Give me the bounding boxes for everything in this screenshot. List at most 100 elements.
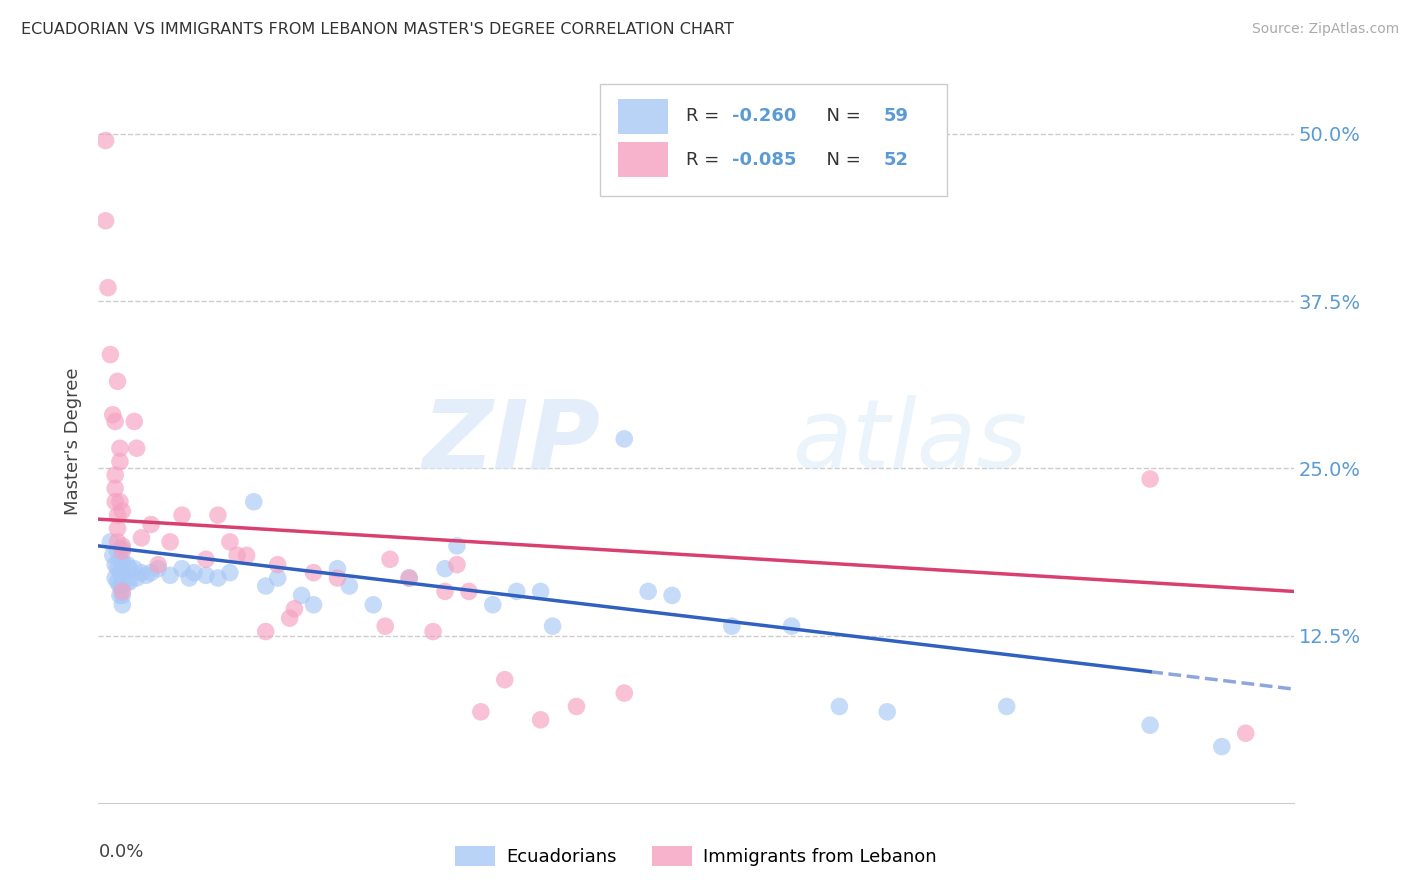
Point — [172, 508, 194, 523]
Point — [339, 579, 361, 593]
Text: N =: N = — [815, 151, 868, 169]
Text: R =: R = — [686, 151, 725, 169]
Point — [302, 566, 325, 580]
Point — [111, 579, 134, 593]
Point — [104, 558, 127, 572]
Point — [172, 562, 194, 576]
Point — [828, 699, 851, 714]
Point — [131, 531, 153, 545]
Point — [115, 575, 138, 590]
Point — [374, 619, 396, 633]
Point — [148, 558, 170, 572]
Point — [219, 534, 242, 549]
Point — [326, 562, 349, 576]
FancyBboxPatch shape — [600, 84, 948, 196]
Point — [278, 611, 301, 625]
Point — [148, 562, 170, 576]
Point — [446, 539, 468, 553]
Point — [111, 566, 134, 580]
Point — [458, 584, 481, 599]
Point — [637, 584, 659, 599]
Point — [111, 539, 134, 553]
Point — [876, 705, 898, 719]
Point — [98, 348, 122, 362]
Point — [1211, 739, 1233, 754]
Point — [111, 598, 134, 612]
Point — [541, 619, 564, 633]
Point — [195, 552, 218, 566]
Point — [530, 713, 553, 727]
Point — [283, 602, 305, 616]
Point — [226, 548, 249, 563]
Point — [363, 598, 385, 612]
Point — [422, 624, 444, 639]
Point — [661, 589, 683, 603]
Point — [107, 575, 129, 590]
Point — [565, 699, 588, 714]
Point — [207, 508, 229, 523]
Point — [494, 673, 516, 687]
Point — [1139, 472, 1161, 486]
Point — [195, 568, 218, 582]
Point — [446, 558, 468, 572]
Point — [107, 534, 129, 549]
Point — [111, 555, 134, 569]
Point — [115, 558, 138, 572]
Text: R =: R = — [686, 107, 725, 126]
Point — [125, 442, 148, 455]
Point — [398, 571, 420, 585]
Point — [98, 534, 122, 549]
Point — [107, 521, 129, 535]
Point — [111, 589, 134, 603]
Point — [1139, 718, 1161, 732]
Text: atlas: atlas — [792, 395, 1026, 488]
FancyBboxPatch shape — [619, 99, 668, 134]
Point — [481, 598, 505, 612]
Point — [101, 548, 124, 563]
Point — [111, 544, 134, 558]
Text: 52: 52 — [883, 151, 908, 169]
Point — [326, 571, 349, 585]
Point — [139, 566, 162, 580]
Point — [108, 552, 131, 566]
Point — [398, 571, 420, 585]
Text: Source: ZipAtlas.com: Source: ZipAtlas.com — [1251, 22, 1399, 37]
Point — [780, 619, 803, 633]
Text: -0.085: -0.085 — [733, 151, 796, 169]
Point — [235, 548, 257, 563]
Text: 59: 59 — [883, 107, 908, 126]
Point — [104, 467, 127, 482]
Point — [183, 566, 205, 580]
Point — [108, 589, 131, 603]
Point — [434, 562, 457, 576]
Point — [254, 624, 277, 639]
Point — [1234, 726, 1257, 740]
Point — [111, 541, 134, 556]
Point — [107, 562, 129, 576]
Point — [108, 494, 131, 508]
Point — [131, 566, 153, 580]
Point — [124, 414, 146, 429]
Point — [107, 375, 129, 389]
Point — [267, 571, 290, 585]
Legend: Ecuadorians, Immigrants from Lebanon: Ecuadorians, Immigrants from Lebanon — [449, 838, 943, 873]
Point — [118, 562, 141, 576]
Point — [434, 584, 457, 599]
Point — [108, 579, 131, 593]
Point — [94, 134, 117, 148]
Point — [108, 566, 131, 580]
Point — [104, 494, 127, 508]
Text: 0.0%: 0.0% — [98, 843, 143, 861]
Text: N =: N = — [815, 107, 868, 126]
Y-axis label: Master's Degree: Master's Degree — [65, 368, 83, 516]
Point — [613, 686, 636, 700]
Point — [107, 544, 129, 558]
Text: ZIP: ZIP — [422, 395, 600, 488]
Point — [124, 562, 146, 576]
Point — [530, 584, 553, 599]
Point — [111, 504, 134, 518]
Point — [125, 571, 148, 585]
Point — [101, 408, 124, 422]
Point — [506, 584, 529, 599]
Point — [291, 589, 314, 603]
